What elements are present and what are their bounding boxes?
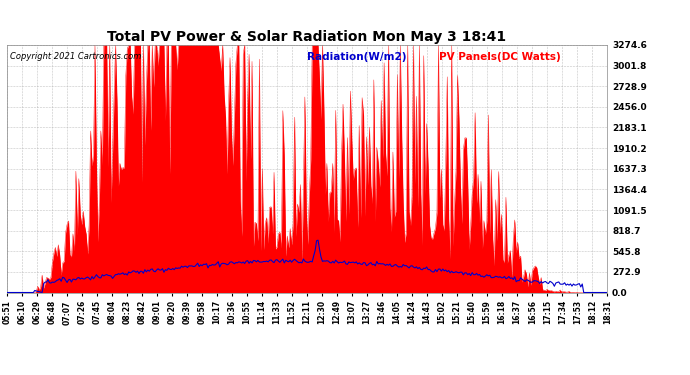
Text: Copyright 2021 Cartronics.com: Copyright 2021 Cartronics.com — [10, 53, 141, 62]
Text: PV Panels(DC Watts): PV Panels(DC Watts) — [439, 53, 561, 62]
Text: Radiation(W/m2): Radiation(W/m2) — [307, 53, 406, 62]
Title: Total PV Power & Solar Radiation Mon May 3 18:41: Total PV Power & Solar Radiation Mon May… — [108, 30, 506, 44]
